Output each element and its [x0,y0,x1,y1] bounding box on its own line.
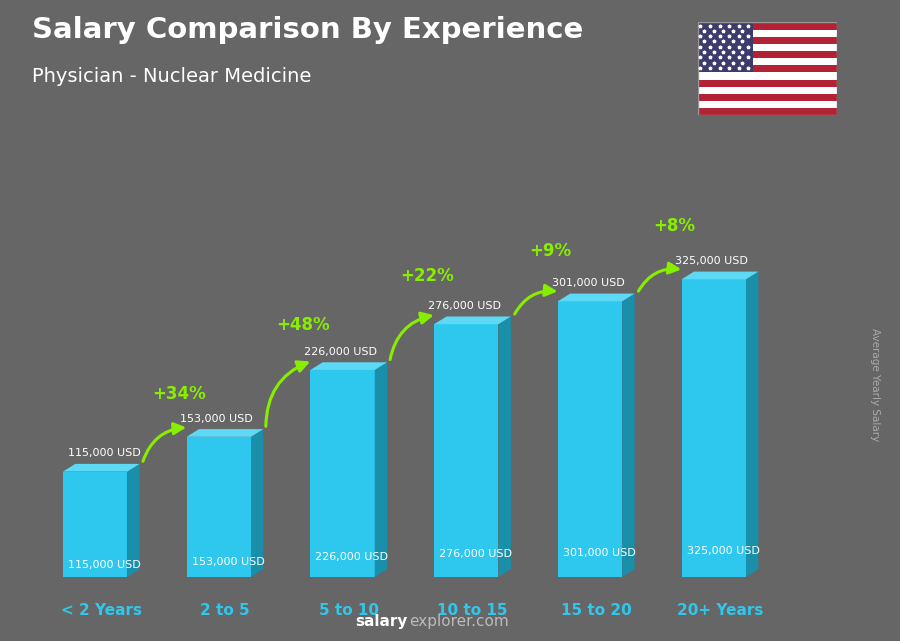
Bar [698,22,837,29]
Text: 20+ Years: 20+ Years [677,603,763,617]
Bar [698,58,837,65]
Text: Average Yearly Salary: Average Yearly Salary [869,328,880,441]
Text: 226,000 USD: 226,000 USD [304,347,377,357]
Text: 15 to 20: 15 to 20 [561,603,632,617]
Polygon shape [251,429,264,577]
Bar [698,44,837,51]
Polygon shape [63,464,140,472]
Bar [698,22,753,72]
Polygon shape [186,437,251,577]
Text: 301,000 USD: 301,000 USD [562,547,635,558]
Text: 325,000 USD: 325,000 USD [675,256,748,266]
Text: 115,000 USD: 115,000 USD [68,560,140,569]
Text: 325,000 USD: 325,000 USD [687,546,760,556]
Bar [698,108,837,115]
Text: Physician - Nuclear Medicine: Physician - Nuclear Medicine [32,67,310,87]
Text: +8%: +8% [653,217,695,235]
Bar [698,87,837,94]
Text: +9%: +9% [529,242,572,260]
Text: 153,000 USD: 153,000 USD [180,413,253,424]
Polygon shape [310,362,387,370]
Polygon shape [434,324,499,577]
Polygon shape [186,429,264,437]
Bar [698,65,837,72]
Bar [698,101,837,108]
Polygon shape [558,294,634,301]
Text: < 2 Years: < 2 Years [61,603,142,617]
Polygon shape [63,472,127,577]
Text: 226,000 USD: 226,000 USD [315,553,388,562]
Polygon shape [681,279,746,577]
Text: 153,000 USD: 153,000 USD [192,557,265,567]
Polygon shape [310,370,374,577]
Text: 115,000 USD: 115,000 USD [68,449,140,458]
Text: 10 to 15: 10 to 15 [437,603,508,617]
Text: 2 to 5: 2 to 5 [200,603,250,617]
Text: +22%: +22% [400,267,454,285]
Text: +34%: +34% [152,385,206,403]
Polygon shape [434,317,511,324]
Bar [698,37,837,44]
Polygon shape [746,272,759,577]
Text: +48%: +48% [276,316,329,334]
Text: 5 to 10: 5 to 10 [319,603,379,617]
Bar [698,94,837,101]
Bar [698,79,837,87]
Polygon shape [558,301,622,577]
Bar [698,51,837,58]
Polygon shape [499,317,511,577]
Polygon shape [127,464,140,577]
Bar [698,72,837,79]
Polygon shape [622,294,634,577]
Text: 301,000 USD: 301,000 USD [552,278,625,288]
Text: Salary Comparison By Experience: Salary Comparison By Experience [32,16,583,44]
Bar [698,29,837,37]
Text: 276,000 USD: 276,000 USD [428,301,501,311]
Polygon shape [681,272,759,279]
Text: explorer.com: explorer.com [410,615,509,629]
Text: salary: salary [356,615,408,629]
Text: 276,000 USD: 276,000 USD [439,549,512,559]
Polygon shape [374,362,387,577]
